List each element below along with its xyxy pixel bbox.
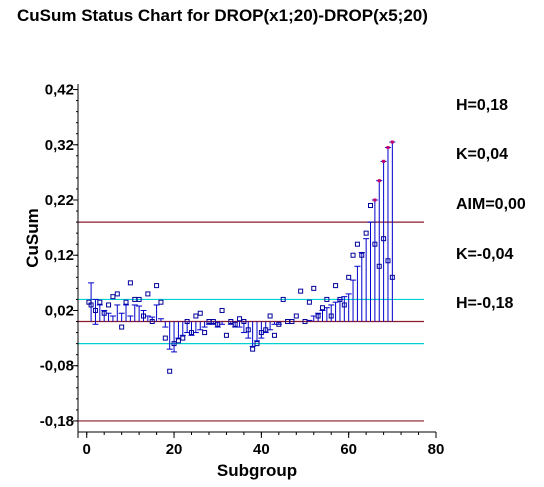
x-tick-label: 80: [428, 441, 445, 458]
data-point: [101, 310, 107, 316]
data-point: [92, 307, 98, 313]
data-point: [389, 274, 395, 280]
data-point: [180, 335, 186, 341]
data-point: [363, 230, 369, 236]
data-point: [245, 327, 251, 333]
data-point: [167, 368, 173, 374]
cusum-alarm-marker: [382, 159, 386, 163]
data-point: [385, 258, 391, 264]
data-point: [333, 283, 339, 289]
cusum-alarm-marker: [377, 179, 381, 183]
control-line-label: H=-0,18: [456, 295, 513, 312]
data-point: [293, 313, 299, 319]
data-point: [337, 296, 343, 302]
x-tick-label: 40: [253, 441, 270, 458]
data-point: [267, 313, 273, 319]
data-point: [184, 319, 190, 325]
data-point: [145, 291, 151, 297]
data-point: [219, 307, 225, 313]
data-point: [158, 299, 164, 305]
y-tick-label: 0,12: [45, 247, 74, 264]
data-point: [114, 291, 120, 297]
chart-title: CuSum Status Chart for DROP(x1;20)-DROP(…: [17, 6, 428, 25]
data-point: [119, 324, 125, 330]
x-tick-label: 0: [83, 441, 91, 458]
data-point: [276, 321, 282, 327]
data-point: [140, 313, 146, 319]
data-point: [258, 330, 264, 336]
data-point: [223, 332, 229, 338]
data-point: [215, 321, 221, 327]
y-axis-label: CuSum: [23, 208, 42, 268]
data-point: [189, 330, 195, 336]
data-point: [324, 296, 330, 302]
data-point: [88, 302, 94, 308]
data-point: [197, 310, 203, 316]
data-point: [271, 332, 277, 338]
data-point: [228, 319, 234, 325]
data-point: [106, 302, 112, 308]
data-point: [315, 313, 321, 319]
data-point: [254, 341, 260, 347]
data-point: [110, 294, 116, 300]
data-point: [237, 316, 243, 322]
data-point: [341, 302, 347, 308]
data-point: [232, 321, 238, 327]
data-point: [97, 299, 103, 305]
data-point: [302, 319, 308, 325]
data-point: [210, 319, 216, 325]
data-point: [346, 274, 352, 280]
data-point: [289, 319, 295, 325]
control-line-label: K=-0,04: [456, 246, 513, 263]
x-tick-label: 60: [340, 441, 357, 458]
data-point: [372, 241, 378, 247]
y-tick-label: 0,32: [45, 137, 74, 154]
data-point: [354, 241, 360, 247]
data-point: [376, 263, 382, 269]
y-tick-label: 0,22: [45, 192, 74, 209]
data-point: [123, 299, 129, 305]
data-point: [250, 346, 256, 352]
data-point: [368, 203, 374, 209]
data-point: [154, 283, 160, 289]
data-point: [263, 327, 269, 333]
data-point: [149, 319, 155, 325]
y-tick-label: 0,42: [45, 82, 74, 99]
data-point: [127, 280, 133, 286]
y-tick-label: -0,08: [40, 358, 74, 375]
y-tick-label: -0,18: [40, 413, 74, 430]
control-line-label: K=0,04: [456, 146, 508, 163]
data-point: [241, 319, 247, 325]
data-point: [193, 313, 199, 319]
cusum-alarm-marker: [386, 146, 390, 150]
data-point: [381, 236, 387, 242]
data-point: [328, 313, 334, 319]
data-point: [171, 341, 177, 347]
data-point: [359, 252, 365, 258]
data-point: [319, 305, 325, 311]
data-point: [162, 335, 168, 341]
x-axis-label: Subgroup: [217, 461, 297, 480]
cusum-alarm-marker: [373, 198, 377, 202]
y-tick-label: 0,02: [45, 302, 74, 319]
data-point: [298, 288, 304, 294]
data-point: [306, 299, 312, 305]
control-line-label: AIM=0,00: [456, 196, 526, 213]
data-point: [311, 285, 317, 291]
data-point: [350, 252, 356, 258]
cusum-alarm-marker: [390, 140, 394, 144]
x-tick-label: 20: [166, 441, 183, 458]
data-point: [136, 296, 142, 302]
data-point: [202, 330, 208, 336]
control-line-label: H=0,18: [456, 97, 508, 114]
data-point: [280, 296, 286, 302]
data-point: [175, 338, 181, 344]
